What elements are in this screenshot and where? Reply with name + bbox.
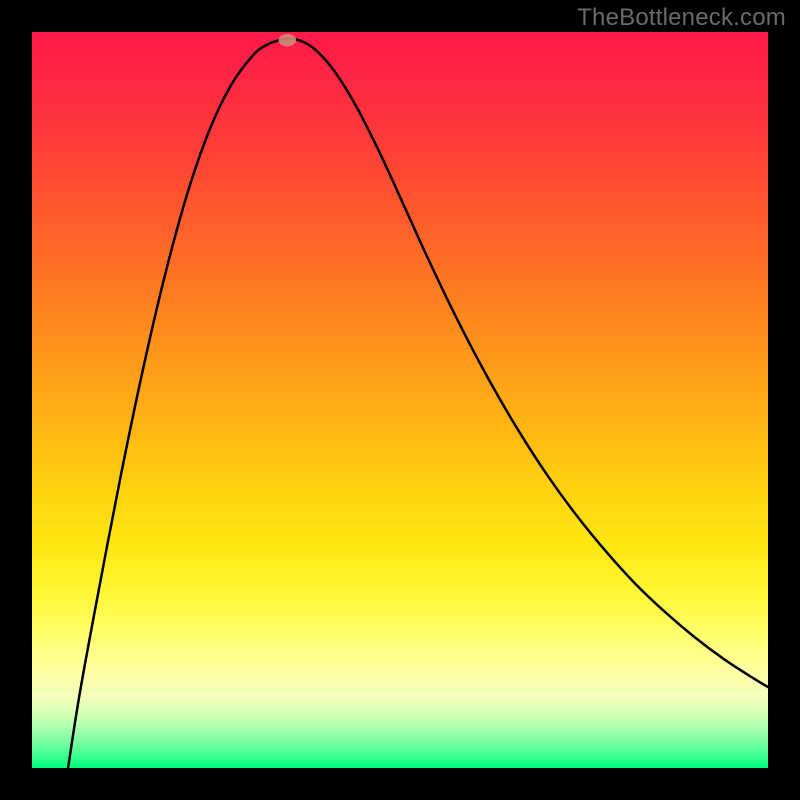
- optimum-marker: [279, 34, 297, 47]
- plot-svg: [32, 32, 768, 768]
- canvas-root: TheBottleneck.com: [0, 0, 800, 800]
- plot-area: [32, 32, 768, 768]
- watermark-text: TheBottleneck.com: [577, 4, 786, 32]
- gradient-background: [32, 32, 768, 768]
